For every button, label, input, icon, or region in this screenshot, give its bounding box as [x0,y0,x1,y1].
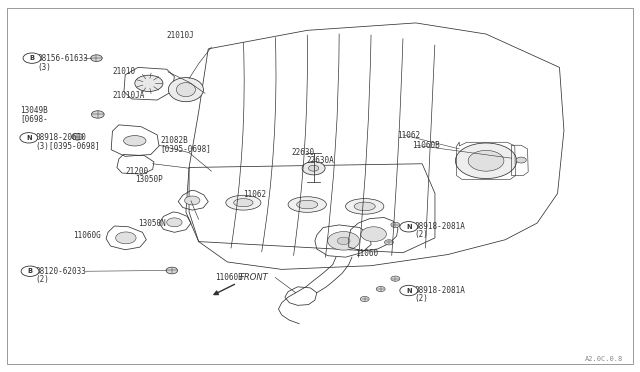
Ellipse shape [346,199,384,214]
Text: 11060G: 11060G [73,231,100,240]
Text: N: N [406,224,412,230]
Text: 11060: 11060 [355,249,378,258]
Text: [0395-0698]: [0395-0698] [161,144,211,153]
Text: 08156-61633: 08156-61633 [38,54,88,62]
Circle shape [167,218,182,227]
Text: 13050N: 13050N [138,219,166,228]
Circle shape [21,266,39,276]
Text: B: B [29,55,35,61]
Text: 11062: 11062 [397,131,420,141]
Text: 21010: 21010 [113,67,136,76]
Circle shape [337,237,350,244]
Circle shape [516,157,526,163]
Circle shape [376,286,385,292]
Ellipse shape [297,200,318,209]
Circle shape [91,55,102,61]
Ellipse shape [354,202,375,211]
Text: 13049B: 13049B [20,106,47,115]
Circle shape [468,150,504,171]
Text: 08918-2081A: 08918-2081A [415,222,465,231]
Text: 08120-62033: 08120-62033 [36,267,86,276]
Circle shape [135,75,163,92]
Text: N: N [26,135,31,141]
Ellipse shape [288,197,326,212]
Circle shape [92,111,104,118]
Text: (2): (2) [415,230,428,240]
Text: 21200: 21200 [125,167,148,176]
Text: 21010JA: 21010JA [113,91,145,100]
Text: 11060B: 11060B [214,273,243,282]
Text: 08918-2081A: 08918-2081A [415,286,465,295]
Circle shape [385,240,394,245]
Circle shape [400,222,418,232]
Ellipse shape [124,136,146,146]
Text: B: B [28,268,33,274]
Circle shape [360,296,369,302]
Circle shape [72,134,83,140]
Circle shape [23,53,41,63]
Text: 08918-20610: 08918-20610 [36,133,86,142]
Ellipse shape [176,83,195,97]
Circle shape [308,165,319,171]
Text: (2): (2) [415,294,428,303]
Text: [0698-: [0698- [20,114,47,123]
Text: FRONT: FRONT [240,273,269,282]
Ellipse shape [234,199,253,207]
Ellipse shape [168,78,204,102]
Circle shape [302,161,325,175]
Text: 11060B: 11060B [413,141,440,150]
Circle shape [456,143,516,179]
Text: 21082B: 21082B [161,136,188,145]
Circle shape [116,232,136,244]
Circle shape [391,222,400,228]
Text: N: N [406,288,412,294]
Text: 13050P: 13050P [135,175,163,184]
Circle shape [361,227,387,241]
Text: 21010J: 21010J [167,31,195,41]
Ellipse shape [226,195,261,210]
Circle shape [328,232,360,250]
Text: (3)[0395-0698]: (3)[0395-0698] [36,142,100,151]
Circle shape [166,267,177,274]
Text: A2.0C.0.8: A2.0C.0.8 [585,356,623,362]
Text: 22630A: 22630A [306,156,333,165]
Text: (2): (2) [36,275,50,284]
Circle shape [20,133,38,143]
Circle shape [391,276,400,281]
Circle shape [400,285,418,296]
Text: 11062: 11062 [243,190,266,199]
Text: 22630: 22630 [291,148,314,157]
Text: (3): (3) [38,63,52,72]
Circle shape [184,196,200,205]
